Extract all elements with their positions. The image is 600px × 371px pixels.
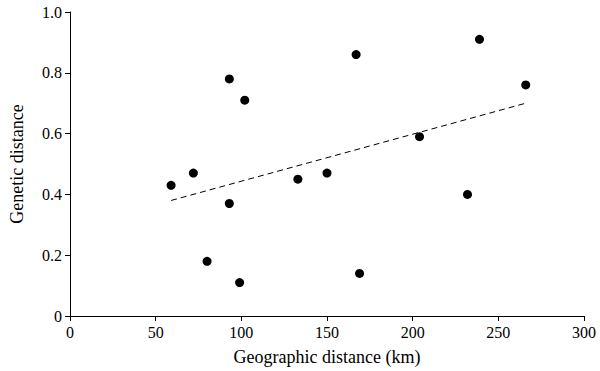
svg-text:0.8: 0.8 bbox=[42, 64, 62, 81]
svg-text:100: 100 bbox=[229, 324, 253, 341]
svg-text:200: 200 bbox=[401, 324, 425, 341]
svg-text:250: 250 bbox=[486, 324, 510, 341]
svg-text:0.6: 0.6 bbox=[42, 125, 62, 142]
svg-text:50: 50 bbox=[148, 324, 164, 341]
svg-text:0.2: 0.2 bbox=[42, 247, 62, 264]
svg-text:0: 0 bbox=[66, 324, 74, 341]
svg-text:0: 0 bbox=[54, 308, 62, 325]
svg-text:Geographic distance (km): Geographic distance (km) bbox=[234, 347, 421, 368]
svg-text:0.4: 0.4 bbox=[42, 186, 62, 203]
svg-text:300: 300 bbox=[572, 324, 596, 341]
svg-text:1.0: 1.0 bbox=[42, 4, 62, 21]
svg-text:150: 150 bbox=[315, 324, 339, 341]
svg-text:Genetic distance: Genetic distance bbox=[7, 104, 27, 223]
